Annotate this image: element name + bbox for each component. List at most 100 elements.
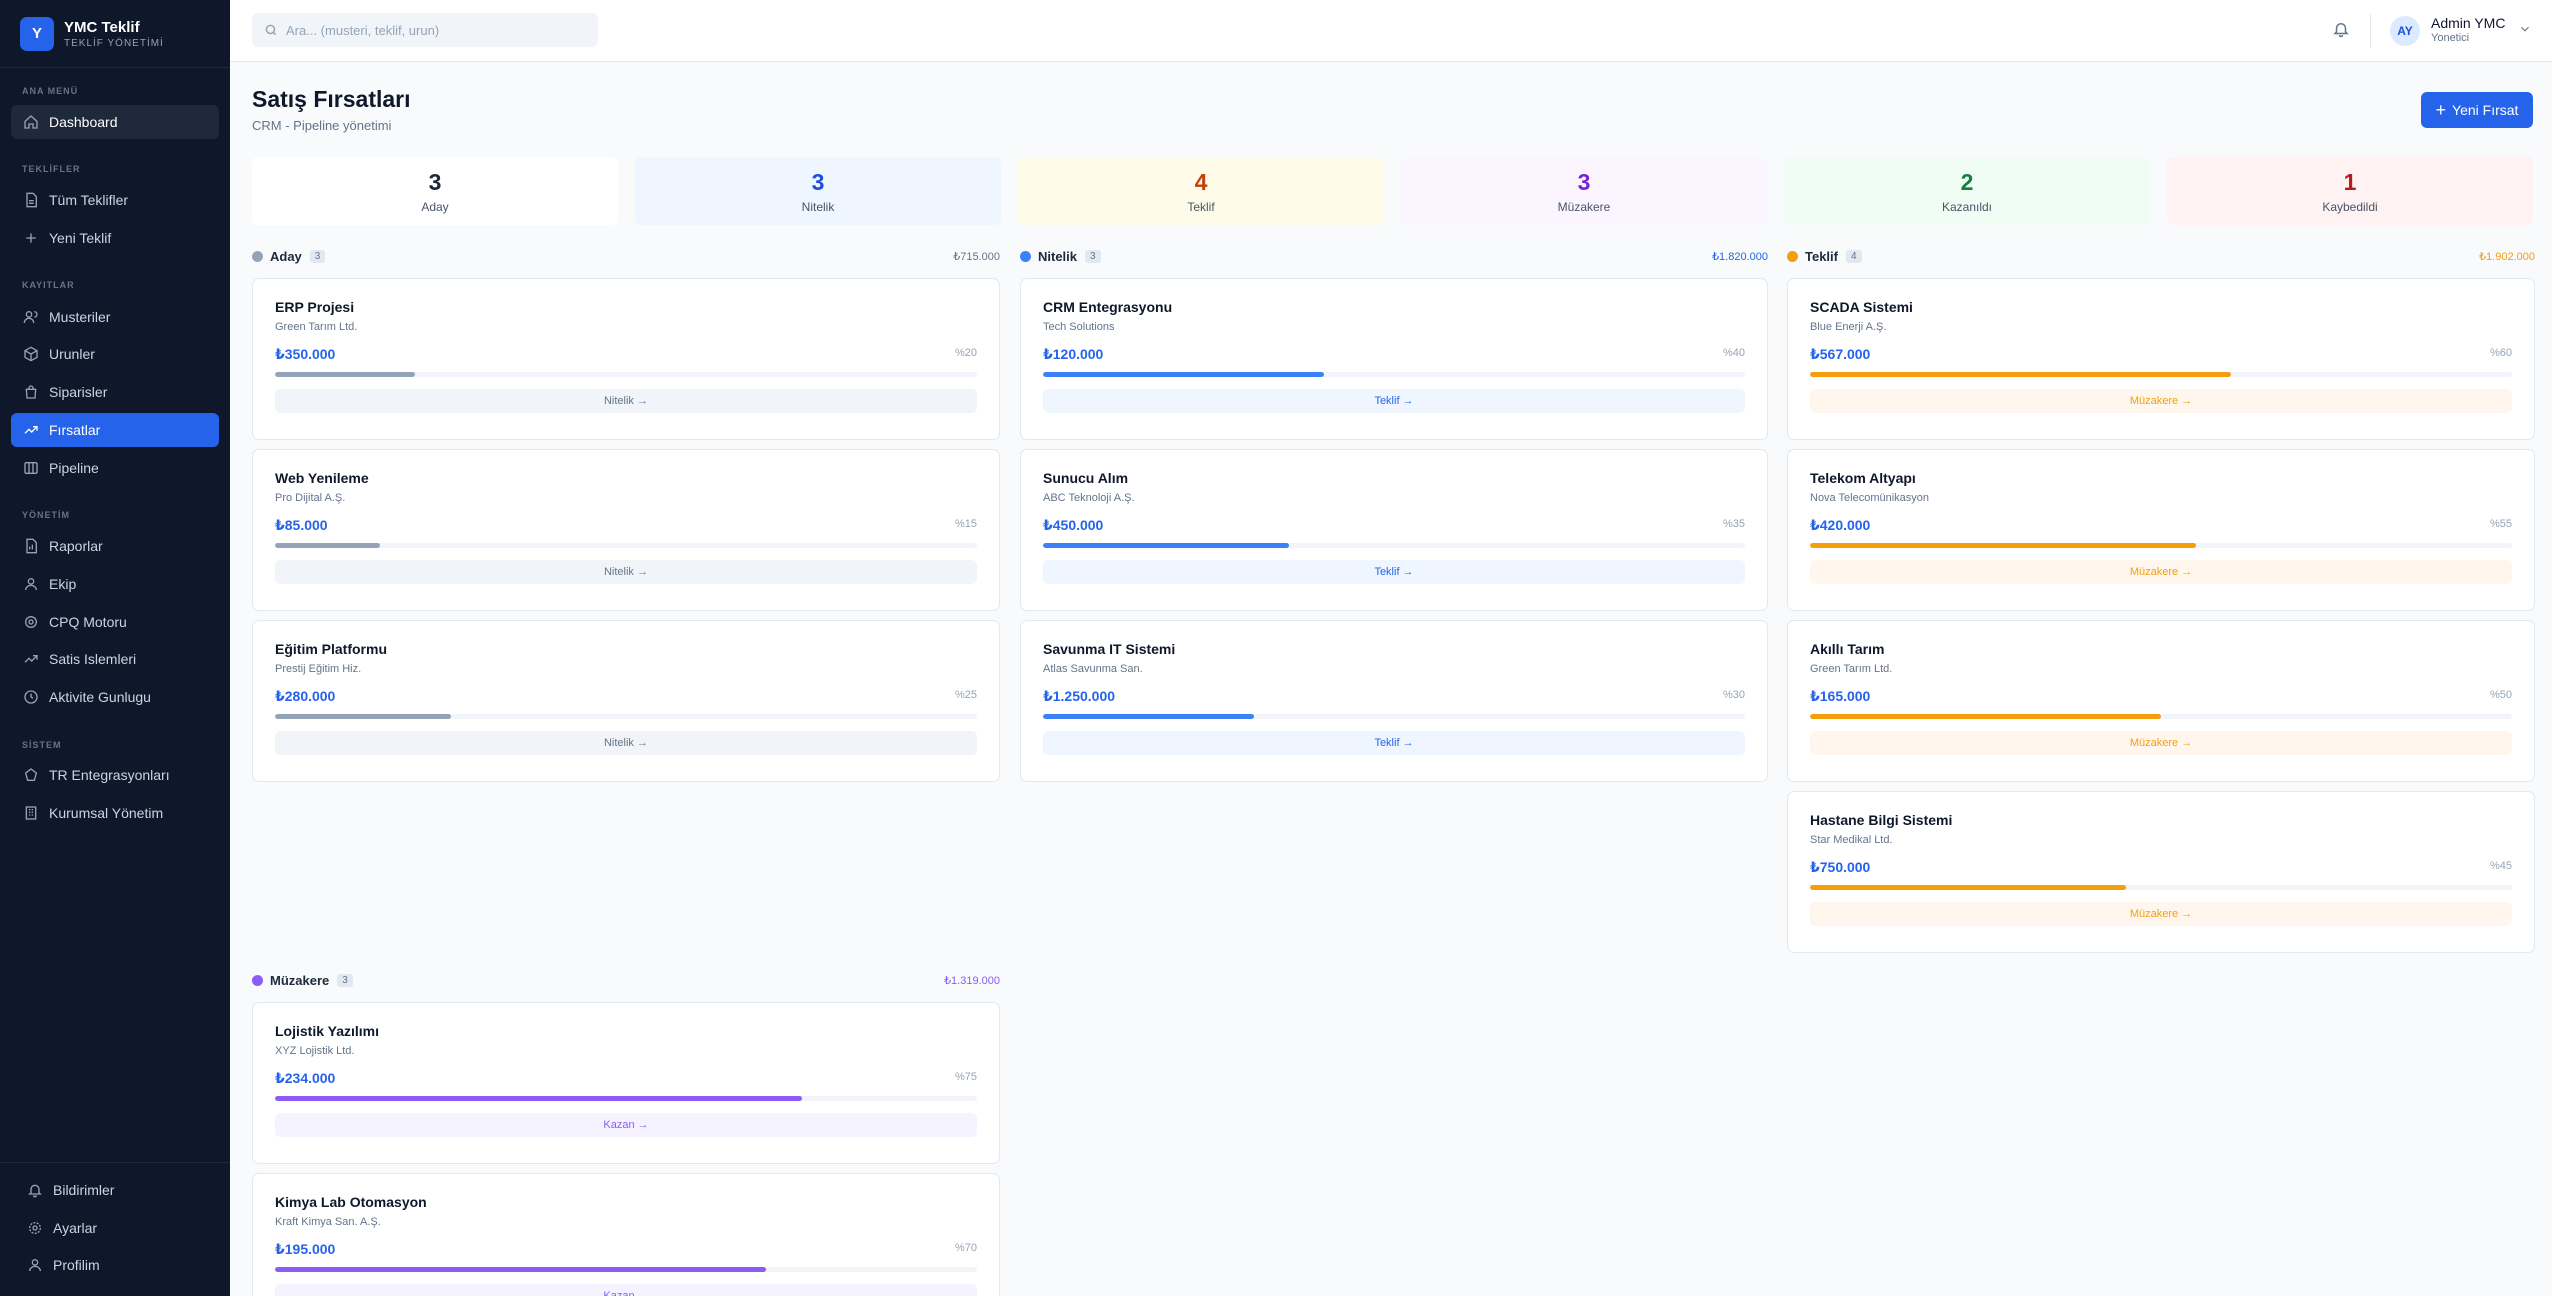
page-title: Satış Fırsatları (252, 86, 411, 112)
sidebar-item-dashboard[interactable]: Dashboard (11, 105, 219, 139)
advance-stage-button[interactable]: Teklif → (1043, 560, 1745, 584)
advance-stage-button[interactable]: Teklif → (1043, 389, 1745, 413)
stat-card[interactable]: 2 Kazanıldı (1784, 157, 2150, 225)
sidebar-item-corporate[interactable]: Kurumsal Yönetim (11, 796, 219, 830)
sidebar-item-notifications[interactable]: Bildirimler (15, 1173, 223, 1207)
opportunity-amount: ₺1.250.000 (1043, 688, 1116, 704)
opportunity-company: Star Medikal Ltd. (1810, 834, 1893, 846)
sidebar-item-sales-ops[interactable]: Satis Islemleri (11, 642, 219, 676)
sidebar-item-settings[interactable]: Ayarlar (15, 1211, 223, 1245)
stat-card[interactable]: 3 Aday (252, 157, 618, 225)
advance-stage-button[interactable]: Müzakere → (1810, 902, 2512, 926)
sidebar-item-label: Bildirimler (53, 1182, 115, 1198)
opportunity-title: Kimya Lab Otomasyon (275, 1194, 427, 1210)
opportunity-card[interactable]: SCADA Sistemi Blue Enerji A.Ş. ₺567.000 %60… (1787, 278, 2535, 440)
advance-stage-button[interactable]: Teklif → (1043, 731, 1745, 755)
advance-stage-button[interactable]: Kazan → (275, 1113, 977, 1137)
notification-bell-icon[interactable] (2332, 20, 2352, 40)
chevron-down-icon[interactable] (2518, 22, 2532, 36)
sidebar-item-customers[interactable]: Musteriler (11, 300, 219, 334)
user-name[interactable]: Admin YMC (2431, 15, 2506, 31)
opportunity-card[interactable]: Telekom Altyapı Nova Telecomünikasyon ₺420… (1787, 449, 2535, 611)
opportunity-company: Blue Enerji A.Ş. (1810, 321, 1887, 333)
probability-bar-fill (275, 372, 416, 377)
column-total: ₺1.319.000 (944, 974, 1000, 987)
advance-stage-button[interactable]: Müzakere → (1810, 389, 2512, 413)
brand-title: YMC Teklif (64, 18, 140, 36)
stage-dot (1020, 250, 1031, 262)
opportunity-probability: %55 (2489, 518, 2512, 530)
sidebar-item-tr-integrations[interactable]: TR Entegrasyonları (11, 758, 219, 792)
sidebar-item-orders[interactable]: Siparisler (11, 375, 219, 409)
sidebar-item-all-quotes[interactable]: Tüm Teklifler (11, 183, 219, 217)
advance-stage-button[interactable]: Kazan → (275, 1284, 977, 1296)
opportunity-probability: %15 (954, 518, 977, 530)
opportunity-title: Web Yenileme (275, 470, 369, 486)
opportunity-probability: %45 (2489, 860, 2512, 872)
sidebar-item-cpq[interactable]: CPQ Motoru (11, 605, 219, 639)
sidebar-item-label: Siparisler (49, 384, 108, 400)
advance-stage-button[interactable]: Müzakere → (1810, 731, 2512, 755)
brand[interactable]: Y YMC Teklif TEKLİF YÖNETİMİ (0, 0, 230, 68)
sidebar-item-activity-log[interactable]: Aktivite Gunlugu (11, 680, 219, 714)
opportunity-card[interactable]: Web Yenileme Pro Dijital A.Ş. ₺85.000 %15 Ni… (252, 449, 1000, 611)
sidebar-item-new-quote[interactable]: Yeni Teklif (11, 221, 219, 255)
columns-icon (23, 460, 39, 476)
search-input[interactable] (286, 22, 586, 38)
stat-card[interactable]: 3 Nitelik (635, 157, 1001, 225)
new-opportunity-button[interactable]: + Yeni Fırsat (2421, 92, 2533, 128)
stat-card[interactable]: 4 Teklif (1018, 157, 1384, 225)
probability-bar (1043, 714, 1745, 719)
probability-bar (1043, 543, 1745, 548)
avatar[interactable]: AY (2390, 16, 2420, 46)
sidebar-item-opportunities[interactable]: Fırsatlar (11, 413, 219, 447)
stat-card[interactable]: 3 Müzakere (1401, 157, 1767, 225)
sidebar-item-reports[interactable]: Raporlar (11, 529, 219, 563)
opportunity-title: Sunucu Alım (1043, 470, 1129, 486)
box-icon (23, 346, 39, 362)
sidebar-item-label: Raporlar (49, 538, 103, 554)
advance-stage-button[interactable]: Nitelik → (275, 731, 977, 755)
sidebar-item-label: Fırsatlar (49, 422, 101, 438)
opportunity-probability: %35 (1722, 518, 1745, 530)
opportunity-card[interactable]: Kimya Lab Otomasyon Kraft Kimya San. A.Ş.… (252, 1173, 1000, 1296)
stat-label: Kazanıldı (1941, 200, 1993, 214)
stat-card[interactable]: 1 Kaybedildi (2167, 157, 2533, 225)
opportunity-amount: ₺85.000 (275, 517, 328, 533)
topbar: AY Admin YMC Yonetici (230, 0, 2552, 62)
plus-icon: + (2435, 100, 2447, 120)
sidebar-item-label: Urunler (49, 346, 95, 362)
probability-bar (1043, 372, 1745, 377)
search-box[interactable] (252, 13, 598, 47)
sidebar-item-team[interactable]: Ekip (11, 567, 219, 601)
stage-dot (252, 250, 263, 262)
sidebar-item-products[interactable]: Urunler (11, 337, 219, 371)
opportunity-company: ABC Teknoloji A.Ş. (1043, 492, 1135, 504)
opportunity-card[interactable]: Akıllı Tarım Green Tarım Ltd. ₺165.000 %50 M… (1787, 620, 2535, 782)
opportunity-card[interactable]: Hastane Bilgi Sistemi Star Medikal Ltd. ₺7… (1787, 791, 2535, 953)
opportunity-probability: %25 (954, 689, 977, 701)
opportunity-amount: ₺234.000 (275, 1070, 336, 1086)
opportunity-card[interactable]: Eğitim Platformu Prestij Eğitim Hiz. ₺280.… (252, 620, 1000, 782)
opportunity-probability: %50 (2489, 689, 2512, 701)
opportunity-company: XYZ Lojistik Ltd. (275, 1045, 355, 1057)
probability-bar-fill (1043, 543, 1289, 548)
column-total: ₺1.902.000 (2479, 250, 2535, 263)
search-icon (264, 23, 278, 37)
opportunity-card[interactable]: Lojistik Yazılımı XYZ Lojistik Ltd. ₺234.0… (252, 1002, 1000, 1164)
column-title: Aday (270, 248, 302, 264)
sidebar-item-profile[interactable]: Profilim (15, 1248, 223, 1282)
stat-value: 3 (811, 169, 825, 195)
advance-stage-button[interactable]: Nitelik → (275, 560, 977, 584)
probability-bar (275, 1267, 977, 1272)
sidebar-item-pipeline[interactable]: Pipeline (11, 451, 219, 485)
advance-stage-button[interactable]: Müzakere → (1810, 560, 2512, 584)
opportunity-title: SCADA Sistemi (1810, 299, 1913, 315)
opportunity-card[interactable]: Sunucu Alım ABC Teknoloji A.Ş. ₺450.000 %35… (1020, 449, 1768, 611)
bag-icon (23, 384, 39, 400)
stat-label: Müzakere (1557, 200, 1611, 214)
opportunity-card[interactable]: CRM Entegrasyonu Tech Solutions ₺120.000 %4… (1020, 278, 1768, 440)
opportunity-card[interactable]: Savunma IT Sistemi Atlas Savunma San. ₺1.2… (1020, 620, 1768, 782)
advance-stage-button[interactable]: Nitelik → (275, 389, 977, 413)
opportunity-card[interactable]: ERP Projesi Green Tarım Ltd. ₺350.000 %20 Ni… (252, 278, 1000, 440)
